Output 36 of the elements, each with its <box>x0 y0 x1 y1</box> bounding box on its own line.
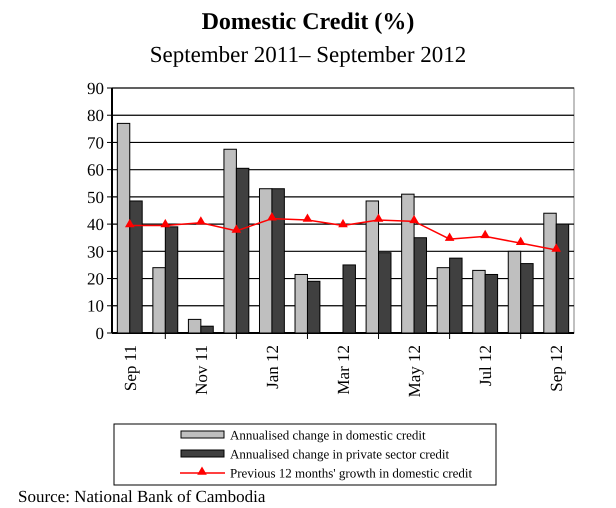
y-tick-label: 50 <box>87 188 104 207</box>
point <box>409 214 419 224</box>
legend-label: Previous 12 months' growth in domestic credit <box>230 466 472 481</box>
y-tick-label: 0 <box>96 324 104 343</box>
point <box>302 213 312 222</box>
point <box>480 230 490 238</box>
x-tick-label: Jan 12 <box>262 345 282 389</box>
legend-label: Annualised change in private sector credit <box>230 446 450 462</box>
y-tick-label: 60 <box>87 160 104 180</box>
point <box>160 218 170 228</box>
x-tick-label: Sep 12 <box>547 345 566 392</box>
point <box>267 212 277 220</box>
x-tick-label: May 12 <box>405 345 424 398</box>
chart-subtitle: September 2011– September 2012 <box>150 42 466 67</box>
x-tick-label: Mar 12 <box>334 345 353 395</box>
legend-label: Annualised change in domestic credit <box>230 428 426 443</box>
y-tick-label: 70 <box>87 133 104 152</box>
source-note: Source: National Bank of Cambodia <box>18 487 266 506</box>
point <box>196 216 206 225</box>
y-tick-label: 30 <box>87 242 104 262</box>
point <box>338 218 348 228</box>
y-tick-label: 20 <box>87 270 104 289</box>
point <box>551 243 562 252</box>
point <box>374 213 384 222</box>
chart-title: Domestic Credit (%) <box>202 9 414 35</box>
y-tick-label: 80 <box>87 106 104 126</box>
point <box>516 236 526 245</box>
y-tick-label: 40 <box>87 215 104 234</box>
point <box>232 224 242 233</box>
x-tick-label: Nov 11 <box>192 345 211 395</box>
x-tick-label: Jul 12 <box>476 345 496 386</box>
y-tick-label: 10 <box>87 296 104 316</box>
point <box>444 232 454 241</box>
y-tick-label: 90 <box>87 78 104 98</box>
point <box>124 218 135 228</box>
x-tick-label: Sep 11 <box>120 345 140 392</box>
